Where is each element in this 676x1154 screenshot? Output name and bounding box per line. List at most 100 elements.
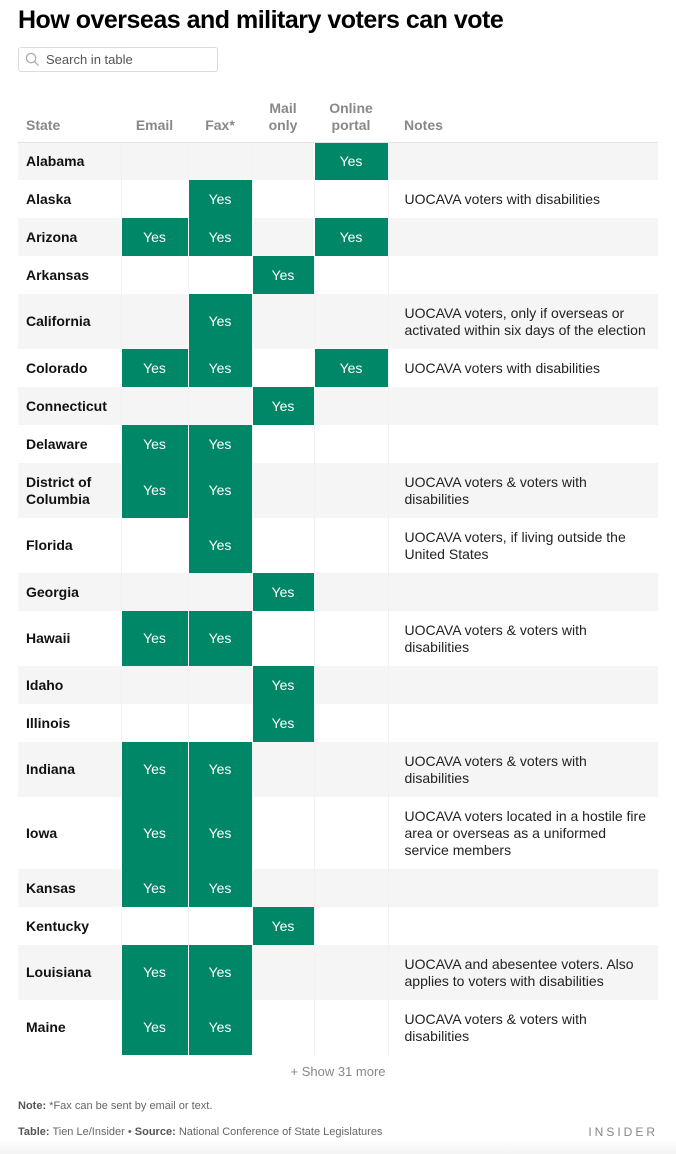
bottom-fade [0,1140,676,1154]
cell-state: Maine [26,1019,66,1035]
table-row: Indiana Yes Yes UOCAVA voters & voters with… [18,742,658,797]
cell-email: Yes [120,1000,188,1055]
cell-email: Yes [120,463,188,518]
cell-mail [251,611,314,666]
cell-notes: UOCAVA voters & voters with disabilities [387,463,658,518]
cell-online [313,518,388,573]
cell-state: Idaho [18,666,121,704]
cell-email [120,907,188,945]
cell-email: Yes [120,425,188,463]
cell-state: Arkansas [26,266,90,283]
table-header-row: State Email Fax* Mail only Online portal… [18,96,658,143]
cell-state: Hawaii [26,630,71,646]
cell-state: Georgia [18,573,121,611]
cell-notes: UOCAVA voters, if living outside the Uni… [387,518,658,573]
cell-email [120,180,188,218]
cell-fax: Yes [187,945,252,1000]
cell-notes [387,142,658,180]
cell-email [120,518,188,573]
cell-mail [251,1000,314,1055]
cell-online [313,611,388,666]
cell-mail [251,142,314,180]
cell-mail [251,797,314,869]
cell-online [313,945,388,1000]
search-icon [25,52,40,67]
cell-notes [387,704,658,742]
table-credit-label: Table: [18,1126,50,1138]
table-row: Connecticut Yes [18,387,658,425]
cell-state: Indiana [18,742,121,797]
cell-fax: Yes [187,349,252,387]
table-row: Maine Yes Yes UOCAVA voters & voters with d… [18,1000,658,1055]
cell-online [313,869,388,907]
cell-notes: UOCAVA and abesentee voters. Also applie… [387,945,658,1000]
cell-fax: Yes [187,869,252,907]
cell-mail: Yes [251,387,314,425]
cell-fax [187,573,252,611]
show-more-button[interactable]: + Show 31 more [290,1064,386,1079]
cell-fax: Yes [187,518,252,573]
cell-mail [251,518,314,573]
column-header-online-portal[interactable]: Online portal [314,96,388,143]
source-text: National Conference of State Legislature… [178,1126,383,1138]
table-row: Arkansas Yes [18,256,658,294]
cell-notes: UOCAVA voters & voters with disabilities [387,611,658,666]
cell-email [120,666,188,704]
table-row: California Yes UOCAVA voters, only if over… [18,294,658,349]
note-text: *Fax can be sent by email or text. [49,1100,213,1112]
source-label: Source: [134,1126,176,1138]
cell-fax: Yes [187,742,252,797]
cell-fax: Yes [187,463,252,518]
cell-online: Yes [313,142,388,180]
cell-mail [251,425,314,463]
column-header-mail-only[interactable]: Mail only [252,96,314,143]
cell-email [120,142,188,180]
cell-state: Louisiana [18,945,121,1000]
cell-online [313,463,388,518]
cell-notes: UOCAVA voters located in a hostile fire … [387,797,658,869]
cell-state: Iowa [26,824,58,841]
cell-fax [187,666,252,704]
cell-fax: Yes [187,218,252,256]
cell-fax: Yes [187,294,252,349]
note-label: Note: [18,1100,47,1112]
separator-bullet: • [127,1126,132,1138]
cell-mail: Yes [251,666,314,704]
cell-notes: UOCAVA voters with disabilities [387,180,658,218]
cell-notes: UOCAVA voters, only if overseas or activ… [387,294,658,349]
cell-state: Colorado [26,359,88,376]
cell-mail [251,349,314,387]
cell-state: Kentucky [26,917,90,934]
search-input[interactable] [46,52,206,67]
voting-table: State Email Fax* Mail only Online portal… [18,96,658,1055]
search-box[interactable] [18,47,218,72]
cell-fax: Yes [187,1000,252,1055]
cell-fax [187,256,252,294]
table-row: Alabama Yes [18,142,658,180]
cell-email [120,387,188,425]
cell-notes [387,425,658,463]
cell-notes [387,907,658,945]
table-row: Georgia Yes [18,573,658,611]
table-row: Alaska Yes UOCAVA voters with disabilities [18,180,658,218]
cell-notes: UOCAVA voters with disabilities [387,349,658,387]
cell-mail [251,218,314,256]
column-header-notes[interactable]: Notes [388,96,658,143]
cell-email: Yes [120,945,188,1000]
cell-fax: Yes [187,611,252,666]
cell-online [313,573,388,611]
cell-notes [387,573,658,611]
column-header-email[interactable]: Email [121,96,188,143]
cell-online [313,666,388,704]
cell-online [313,742,388,797]
column-header-state[interactable]: State [18,96,121,143]
cell-notes [387,256,658,294]
cell-notes [387,387,658,425]
cell-online [313,256,388,294]
cell-state: Alabama [18,142,121,180]
cell-online [313,294,388,349]
cell-online [313,425,388,463]
cell-mail: Yes [251,907,314,945]
column-header-fax[interactable]: Fax* [188,96,252,143]
cell-fax: Yes [187,797,252,869]
